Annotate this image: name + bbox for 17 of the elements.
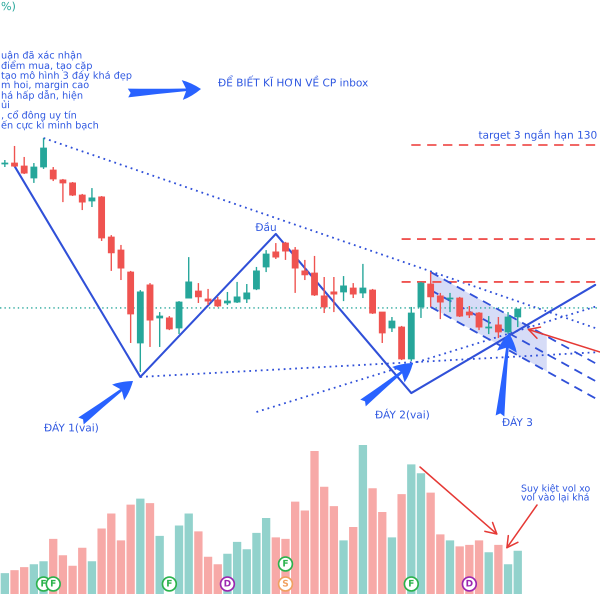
text: ĐÁY 1(vai) <box>44 422 98 433</box>
annotation: D <box>224 580 231 586</box>
annotation: Đầu <box>255 222 276 232</box>
text: ĐÁY 3 <box>502 416 532 426</box>
annotation: F <box>41 580 46 586</box>
annotation: F <box>50 580 56 586</box>
text: %) <box>2 2 15 12</box>
annotation: D <box>466 580 473 586</box>
annotation: F <box>409 580 414 586</box>
text: ĐÁY 2(vai) <box>375 408 429 420</box>
text: uận đã xác nhận điểm mua, tạo cặp tạo mô hình 3 đáy khá đẹp m hoi, margin cao há hấp dẫn, hiện ủi , cổ đông uy tín ến cực kì minh bạch <box>1 50 132 130</box>
annotation: Suy kiệt vol xo vol vào lại khá <box>521 484 590 502</box>
series-label: target 3 ngắn hạn 130 <box>478 129 597 141</box>
annotation: S <box>282 580 288 587</box>
annotation: F <box>167 580 172 586</box>
annotation: F <box>283 560 288 566</box>
text: ĐỂ BIẾT KĨ HƠN VỀ CP inbox <box>218 75 368 87</box>
